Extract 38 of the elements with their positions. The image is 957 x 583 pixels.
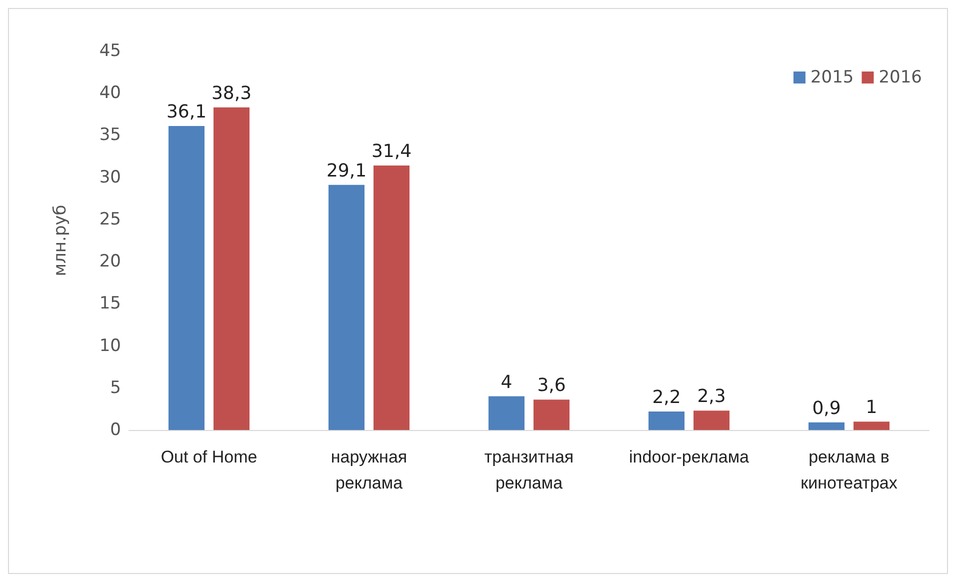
data-label: 38,3: [211, 82, 252, 104]
y-tick-label: 45: [99, 41, 121, 61]
data-label: 29,1: [326, 160, 367, 182]
legend-label: 2016: [878, 68, 922, 88]
bar: [168, 126, 204, 430]
y-tick-label: 5: [110, 378, 121, 398]
data-label: 4: [500, 372, 512, 393]
bar: [808, 422, 844, 430]
data-label: 31,4: [371, 141, 412, 162]
bar: [534, 400, 570, 430]
x-tick-label: Out of Home: [160, 448, 258, 466]
data-label: 0,9: [812, 398, 841, 419]
legend-label: 2015: [810, 68, 854, 88]
bar: [214, 107, 250, 430]
x-tick-label: наружная реклама: [330, 448, 408, 492]
y-tick-label: 10: [99, 336, 121, 356]
x-tick-label: транзитная реклама: [484, 448, 574, 492]
x-tick-label: реклама в кинотеатрах: [800, 448, 898, 492]
y-tick-label: 40: [99, 83, 121, 104]
y-tick-label: 20: [99, 252, 121, 272]
data-label: 2,2: [652, 386, 681, 408]
bar: [694, 410, 730, 430]
bar: [488, 396, 524, 430]
y-tick-label: 35: [99, 125, 121, 146]
data-label: 1: [866, 397, 878, 418]
y-tick-label: 25: [99, 209, 121, 230]
y-axis-title: млн.руб: [50, 204, 70, 276]
y-tick-label: 15: [99, 294, 121, 314]
data-label: 3,6: [537, 375, 566, 396]
data-label: 36,1: [166, 101, 207, 122]
y-tick-label: 30: [99, 167, 121, 188]
bar: [374, 166, 410, 430]
x-tick-label: indoor-реклама: [629, 448, 750, 466]
y-tick-label: 0: [110, 420, 121, 440]
bar: [648, 411, 684, 430]
bar: [328, 184, 364, 430]
data-label: 2,3: [697, 386, 726, 408]
bar: [854, 422, 890, 430]
